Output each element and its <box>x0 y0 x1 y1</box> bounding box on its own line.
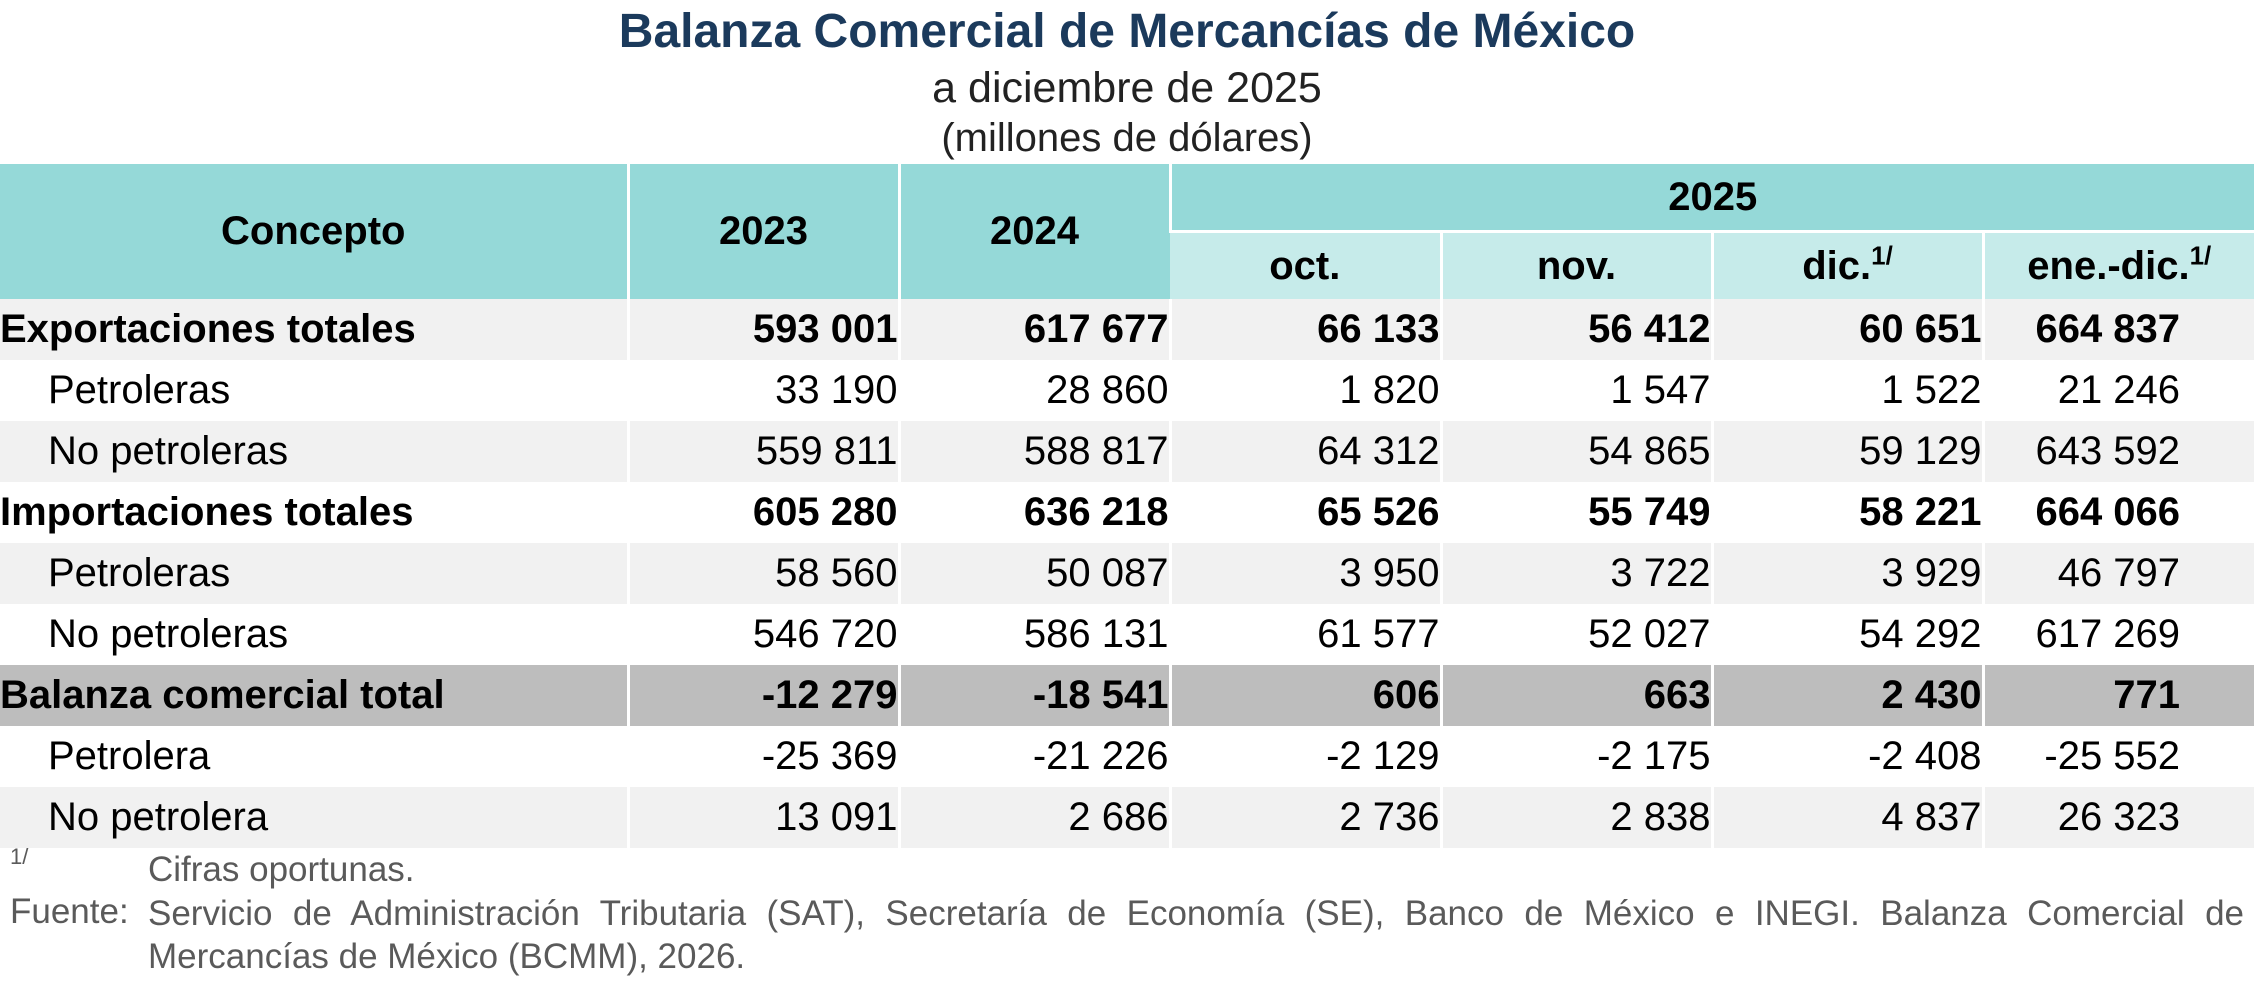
footnotes: 1/ Cifras oportunas. Fuente: Servicio de… <box>0 844 2254 976</box>
cell-2024: -21 226 <box>897 726 1170 787</box>
table-row-importaciones-petroleras: Petroleras 58 560 50 087 3 950 3 722 3 9… <box>0 543 2254 604</box>
cell-2024: 28 860 <box>897 360 1170 421</box>
cell-dic: 58 221 <box>1710 482 1983 543</box>
cell-2024: 636 218 <box>897 482 1170 543</box>
cell-nov: 663 <box>1439 665 1712 726</box>
row-label: Petroleras <box>0 360 628 421</box>
cell-2024: 588 817 <box>897 421 1170 482</box>
cell-2024: -18 541 <box>897 665 1170 726</box>
table-row-exportaciones-totales: Exportaciones totales 593 001 617 677 66… <box>0 299 2254 360</box>
cell-ene-dic: 617 269 <box>1981 604 2254 665</box>
units-label: (millones de dólares) <box>941 116 1313 160</box>
cell-ene-dic: 21 246 <box>1981 360 2254 421</box>
cell-oct: 64 312 <box>1168 421 1441 482</box>
row-label: No petrolera <box>0 787 628 848</box>
row-label: Balanza comercial total <box>0 665 628 726</box>
cell-oct: 1 820 <box>1168 360 1441 421</box>
cell-2023: 546 720 <box>626 604 899 665</box>
footnote-text: Cifras oportunas. <box>148 850 415 889</box>
footnote-marker: 1/ <box>1871 240 1893 271</box>
header-2025: 2025 <box>1168 164 2254 232</box>
cell-2024: 617 677 <box>897 299 1170 360</box>
cell-dic: 2 430 <box>1710 665 1983 726</box>
header-dic-label: dic. <box>1802 243 1872 288</box>
cell-2023: 13 091 <box>626 787 899 848</box>
page-subtitle: a diciembre de 2025 <box>932 64 1322 112</box>
cell-nov: 3 722 <box>1439 543 1712 604</box>
header-oct: oct. <box>1170 230 1441 299</box>
cell-ene-dic: 771 <box>1981 665 2254 726</box>
cell-2024: 586 131 <box>897 604 1170 665</box>
footnote-mark: 1/ <box>10 844 29 869</box>
cell-2024: 50 087 <box>897 543 1170 604</box>
header-concepto: Concepto <box>0 164 628 299</box>
cell-ene-dic: 643 592 <box>1981 421 2254 482</box>
cell-2023: 58 560 <box>626 543 899 604</box>
source-label: Fuente: <box>10 892 129 931</box>
cell-2023: -25 369 <box>626 726 899 787</box>
cell-ene-dic: 664 066 <box>1981 482 2254 543</box>
cell-oct: 61 577 <box>1168 604 1441 665</box>
cell-ene-dic: 664 837 <box>1981 299 2254 360</box>
cell-dic: 1 522 <box>1710 360 1983 421</box>
cell-oct: 606 <box>1168 665 1441 726</box>
cell-2023: 605 280 <box>626 482 899 543</box>
cell-2023: -12 279 <box>626 665 899 726</box>
table-row-importaciones-no-petroleras: No petroleras 546 720 586 131 61 577 52 … <box>0 604 2254 665</box>
row-label: Petrolera <box>0 726 628 787</box>
header-ene-dic: ene.-dic.1/ <box>1981 230 2254 299</box>
cell-dic: 54 292 <box>1710 604 1983 665</box>
cell-oct: 2 736 <box>1168 787 1441 848</box>
cell-oct: 66 133 <box>1168 299 1441 360</box>
cell-dic: 59 129 <box>1710 421 1983 482</box>
cell-dic: 3 929 <box>1710 543 1983 604</box>
page-title: Balanza Comercial de Mercancías de Méxic… <box>618 5 1636 58</box>
cell-dic: 60 651 <box>1710 299 1983 360</box>
cell-oct: 3 950 <box>1168 543 1441 604</box>
cell-nov: 56 412 <box>1439 299 1712 360</box>
footnote-row: 1/ Cifras oportunas. <box>0 844 2254 892</box>
cell-oct: 65 526 <box>1168 482 1441 543</box>
row-label: No petroleras <box>0 604 628 665</box>
cell-ene-dic: 46 797 <box>1981 543 2254 604</box>
cell-nov: 1 547 <box>1439 360 1712 421</box>
row-label: No petroleras <box>0 421 628 482</box>
table-row-balanza-no-petrolera: No petrolera 13 091 2 686 2 736 2 838 4 … <box>0 787 2254 848</box>
cell-ene-dic: 26 323 <box>1981 787 2254 848</box>
table-row-importaciones-totales: Importaciones totales 605 280 636 218 65… <box>0 482 2254 543</box>
table-row-exportaciones-no-petroleras: No petroleras 559 811 588 817 64 312 54 … <box>0 421 2254 482</box>
cell-nov: -2 175 <box>1439 726 1712 787</box>
cell-oct: -2 129 <box>1168 726 1441 787</box>
cell-ene-dic: -25 552 <box>1981 726 2254 787</box>
header-nov: nov. <box>1439 230 1712 299</box>
footnote-marker: 1/ <box>2189 240 2212 271</box>
header-ene-dic-label: ene.-dic. <box>2027 243 2190 288</box>
cell-2023: 593 001 <box>626 299 899 360</box>
cell-nov: 54 865 <box>1439 421 1712 482</box>
cell-2023: 33 190 <box>626 360 899 421</box>
cell-nov: 2 838 <box>1439 787 1712 848</box>
cell-nov: 52 027 <box>1439 604 1712 665</box>
row-label: Importaciones totales <box>0 482 628 543</box>
source-text: Servicio de Administración Tributaria (S… <box>148 894 2244 976</box>
cell-nov: 55 749 <box>1439 482 1712 543</box>
row-label: Petroleras <box>0 543 628 604</box>
cell-dic: 4 837 <box>1710 787 1983 848</box>
source-row: Fuente: Servicio de Administración Tribu… <box>0 892 2254 976</box>
cell-dic: -2 408 <box>1710 726 1983 787</box>
row-label: Exportaciones totales <box>0 299 628 360</box>
cell-2024: 2 686 <box>897 787 1170 848</box>
trade-balance-table: Concepto 2023 2024 2025 oct. nov. dic.1/… <box>0 164 2254 848</box>
cell-2023: 559 811 <box>626 421 899 482</box>
header-2024: 2024 <box>897 164 1170 299</box>
header-2023: 2023 <box>626 164 899 299</box>
table-row-balanza-petrolera: Petrolera -25 369 -21 226 -2 129 -2 175 … <box>0 726 2254 787</box>
header-dic: dic.1/ <box>1710 230 1983 299</box>
table-row-exportaciones-petroleras: Petroleras 33 190 28 860 1 820 1 547 1 5… <box>0 360 2254 421</box>
table-row-balanza-comercial-total: Balanza comercial total -12 279 -18 541 … <box>0 665 2254 726</box>
